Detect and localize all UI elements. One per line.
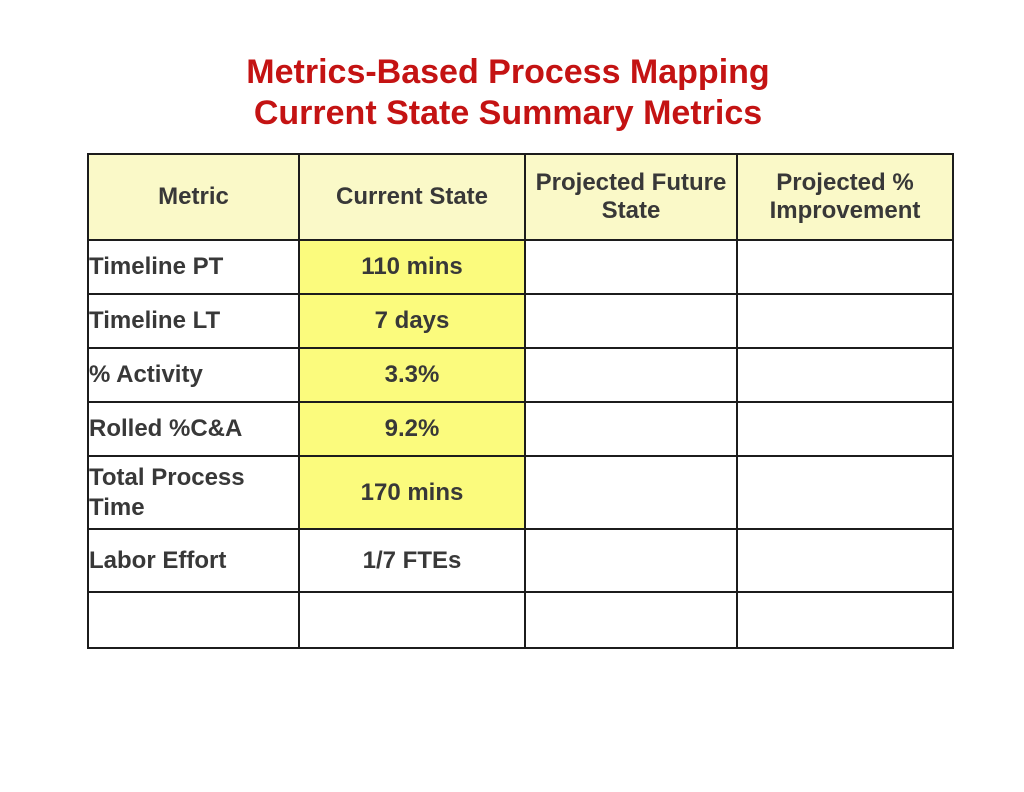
table-row-labor-effort: Labor Effort 1/7 FTEs	[87, 528, 954, 593]
projected-future-state-cell	[524, 347, 738, 403]
table-row-rolled-ca: Rolled %C&A 9.2%	[87, 401, 954, 457]
projected-future-state-cell	[524, 455, 738, 530]
projected-improvement-cell	[736, 591, 954, 649]
projected-future-state-cell	[524, 401, 738, 457]
projected-improvement-cell	[736, 239, 954, 295]
table-row-empty	[87, 591, 954, 649]
current-state-cell: 3.3%	[298, 347, 526, 403]
summary-metrics-table: Metric Current State Projected Future St…	[87, 153, 954, 649]
table-header-row: Metric Current State Projected Future St…	[87, 153, 954, 241]
projected-future-state-cell	[524, 239, 738, 295]
metric-cell: Total Process Time	[87, 455, 300, 530]
projected-improvement-cell	[736, 528, 954, 593]
current-state-cell: 9.2%	[298, 401, 526, 457]
current-state-cell: 170 mins	[298, 455, 526, 530]
projected-future-state-cell	[524, 591, 738, 649]
metric-cell	[87, 591, 300, 649]
table-row-timeline-lt: Timeline LT 7 days	[87, 293, 954, 349]
current-state-cell: 7 days	[298, 293, 526, 349]
current-state-cell: 1/7 FTEs	[298, 528, 526, 593]
projected-improvement-cell	[736, 293, 954, 349]
current-state-cell: 110 mins	[298, 239, 526, 295]
page-title-line2: Current State Summary Metrics	[253, 94, 763, 132]
metric-cell: % Activity	[87, 347, 300, 403]
page-title-line1: Metrics-Based Process Mapping	[246, 53, 770, 91]
projected-improvement-cell	[736, 347, 954, 403]
metric-cell: Timeline LT	[87, 293, 300, 349]
column-header-current-state: Current State	[298, 153, 526, 241]
column-header-metric: Metric	[87, 153, 300, 241]
column-header-projected-improvement: Projected % Improvement	[736, 153, 954, 241]
metric-cell: Labor Effort	[87, 528, 300, 593]
projected-improvement-cell	[736, 401, 954, 457]
projected-future-state-cell	[524, 293, 738, 349]
metric-cell: Rolled %C&A	[87, 401, 300, 457]
table-row-timeline-pt: Timeline PT 110 mins	[87, 239, 954, 295]
current-state-cell	[298, 591, 526, 649]
page-title: Metrics-Based Process Mapping Current St…	[0, 52, 1016, 134]
table-row-percent-activity: % Activity 3.3%	[87, 347, 954, 403]
table-row-total-process-time: Total Process Time 170 mins	[87, 455, 954, 530]
projected-future-state-cell	[524, 528, 738, 593]
metric-cell: Timeline PT	[87, 239, 300, 295]
projected-improvement-cell	[736, 455, 954, 530]
column-header-projected-future-state: Projected Future State	[524, 153, 738, 241]
